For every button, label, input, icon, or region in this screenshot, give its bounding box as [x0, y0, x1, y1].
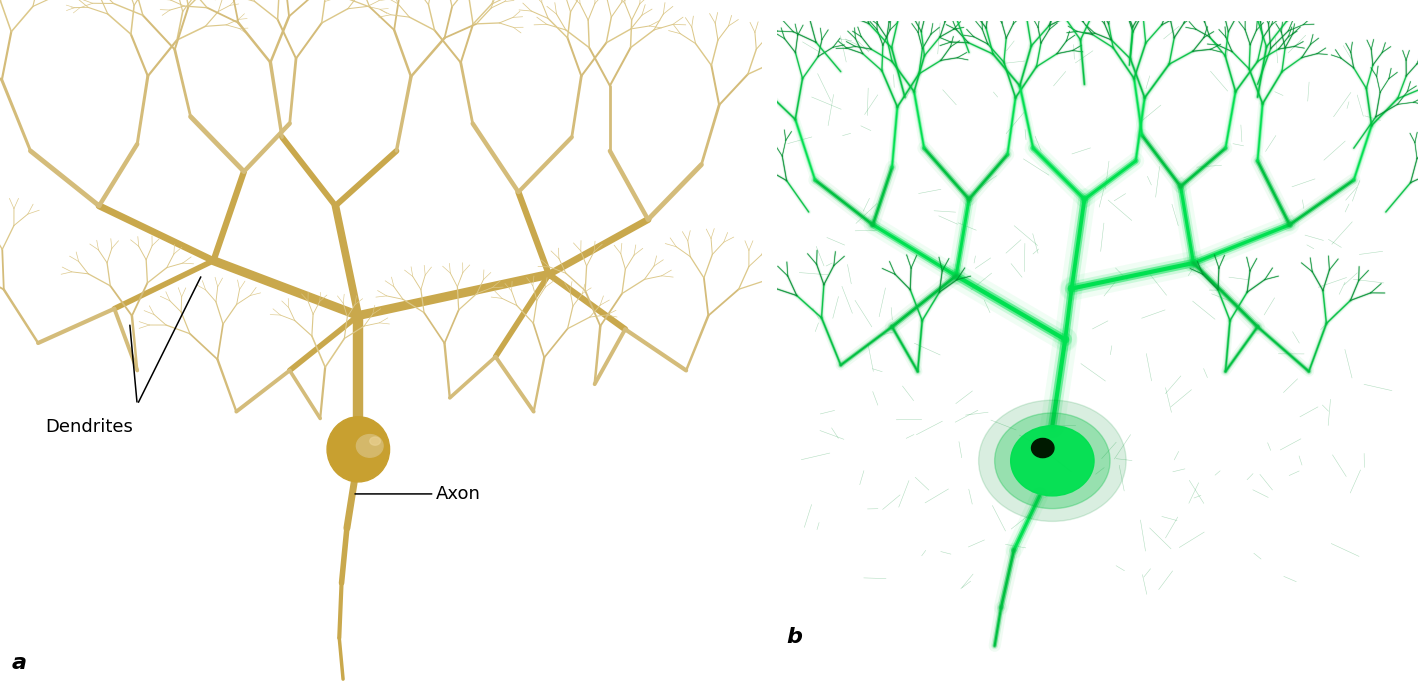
Ellipse shape	[1032, 438, 1054, 458]
Ellipse shape	[328, 416, 389, 482]
Text: a: a	[11, 653, 27, 673]
Ellipse shape	[369, 437, 380, 445]
Ellipse shape	[1010, 426, 1094, 496]
Ellipse shape	[979, 400, 1126, 521]
Text: b: b	[787, 626, 802, 647]
Ellipse shape	[995, 413, 1110, 508]
Text: Axon: Axon	[436, 485, 482, 503]
Ellipse shape	[356, 435, 383, 458]
Text: Dendrites: Dendrites	[46, 418, 134, 436]
